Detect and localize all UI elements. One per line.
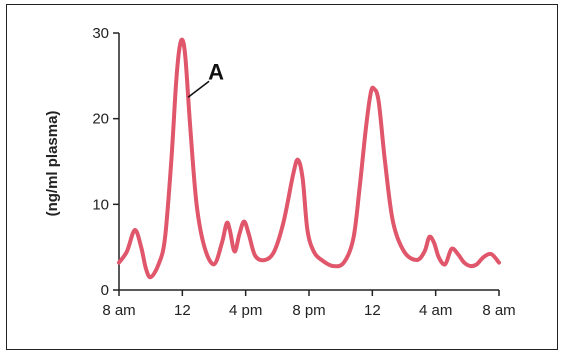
x-tick-label: 4 am — [419, 302, 452, 319]
y-tick-label: 10 — [92, 196, 109, 213]
x-tick-label: 8 pm — [292, 302, 325, 319]
line-chart: 0 10 20 30 8 am 12 4 pm 8 pm 12 4 am 8 am (ng/ml pl… — [44, 25, 516, 319]
x-tick-label: 4 pm — [229, 302, 262, 319]
chart-frame: 0 10 20 30 8 am 12 4 pm 8 pm 12 4 am 8 am (ng/ml pl… — [6, 4, 558, 350]
y-tick-label: 0 — [101, 282, 109, 299]
y-tick-label: 30 — [92, 25, 109, 42]
x-tick-label: 8 am — [482, 302, 515, 319]
y-tick-label: 20 — [92, 111, 109, 128]
series-line-0 — [117, 37, 501, 280]
annotation-label: A — [208, 59, 224, 84]
annotation-leader — [187, 80, 210, 98]
x-tick-label: 12 — [174, 302, 191, 319]
y-axis-label: (ng/ml plasma) — [44, 111, 61, 217]
x-tick-label: 8 am — [102, 302, 135, 319]
x-tick-label: 12 — [364, 302, 381, 319]
